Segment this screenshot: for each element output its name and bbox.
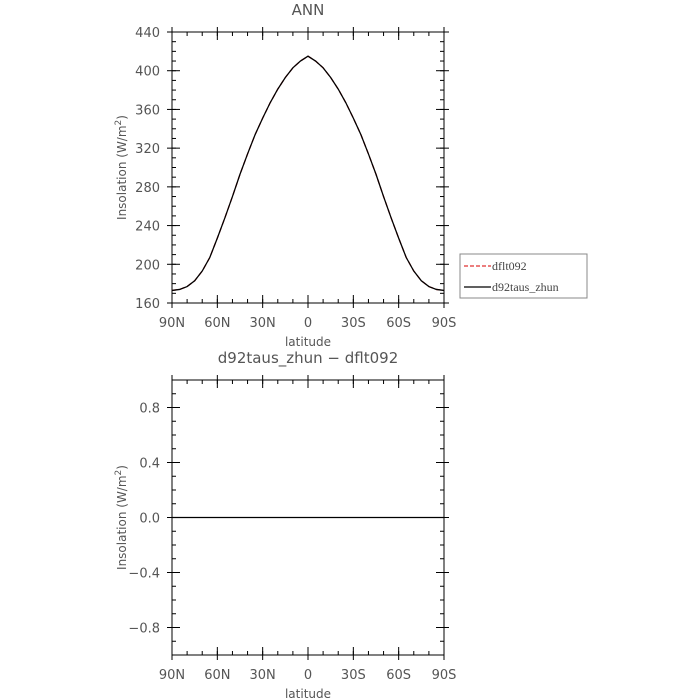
y-axis-label-superscript: 2 bbox=[114, 120, 124, 126]
y-tick-label: 280 bbox=[135, 181, 160, 196]
x-tick-label: 30S bbox=[341, 316, 366, 331]
chart-panel-annual-insolation: ANN 90N 60N 30N 0 30S 60S 90S 160 200 240 280 320 360… bbox=[114, 1, 588, 349]
x-axis-label: latitude bbox=[285, 335, 331, 349]
x-tick-label: 30S bbox=[341, 668, 366, 683]
y-tick-label: 240 bbox=[135, 220, 160, 235]
y-tick-label: −0.8 bbox=[128, 622, 160, 637]
y-tick-label: 0.8 bbox=[139, 402, 160, 417]
x-tick-label: 30N bbox=[250, 316, 276, 331]
y-tick-label: 440 bbox=[135, 26, 160, 41]
x-axis-label: latitude bbox=[285, 687, 331, 700]
x-tick-label: 90S bbox=[432, 668, 457, 683]
x-tick-label: 60S bbox=[386, 316, 411, 331]
legend-box bbox=[459, 253, 588, 299]
x-tick-label: 60S bbox=[386, 668, 411, 683]
legend-label: dflt092 bbox=[492, 259, 527, 273]
y-tick-label: 200 bbox=[135, 258, 160, 273]
x-tick-label: 90S bbox=[432, 316, 457, 331]
chart-title: d92taus_zhun − dflt092 bbox=[218, 349, 398, 368]
chart-panel-insolation-difference: d92taus_zhun − dflt092 90N 60N 30N 0 30S 60S 90… bbox=[114, 349, 456, 700]
legend: dflt092 d92taus_zhun bbox=[459, 253, 588, 299]
x-tick-label: 0 bbox=[304, 316, 312, 331]
y-axis-label-superscript: 2 bbox=[114, 470, 124, 476]
y-tick-label: 160 bbox=[135, 297, 160, 312]
x-tick-label: 0 bbox=[304, 668, 312, 683]
y-tick-label: 0.0 bbox=[139, 512, 160, 527]
legend-label: d92taus_zhun bbox=[492, 280, 559, 294]
y-axis-label-close: ) bbox=[115, 115, 129, 120]
y-axis-label: Insolation (W/m2) bbox=[114, 115, 129, 220]
x-tick-label: 90N bbox=[159, 668, 185, 683]
series-line-d92taus-zhun bbox=[171, 55, 445, 292]
x-tick-label: 60N bbox=[204, 316, 230, 331]
series-line-dflt092 bbox=[171, 55, 445, 292]
y-axis-label-main: Insolation (W/m bbox=[115, 475, 129, 570]
chart-title: ANN bbox=[292, 1, 325, 19]
y-tick-label: 320 bbox=[135, 142, 160, 157]
y-tick-label: 0.4 bbox=[139, 457, 160, 472]
x-tick-label: 60N bbox=[204, 668, 230, 683]
y-axis-label-main: Insolation (W/m bbox=[115, 125, 129, 220]
y-tick-label: −0.4 bbox=[128, 567, 160, 582]
y-tick-label: 400 bbox=[135, 65, 160, 80]
y-axis-label-close: ) bbox=[115, 465, 129, 470]
plot-frame bbox=[171, 31, 445, 304]
x-tick-label: 30N bbox=[250, 668, 276, 683]
x-tick-label: 90N bbox=[159, 316, 185, 331]
y-tick-label: 360 bbox=[135, 103, 160, 118]
y-axis-label: Insolation (W/m2) bbox=[114, 465, 129, 570]
